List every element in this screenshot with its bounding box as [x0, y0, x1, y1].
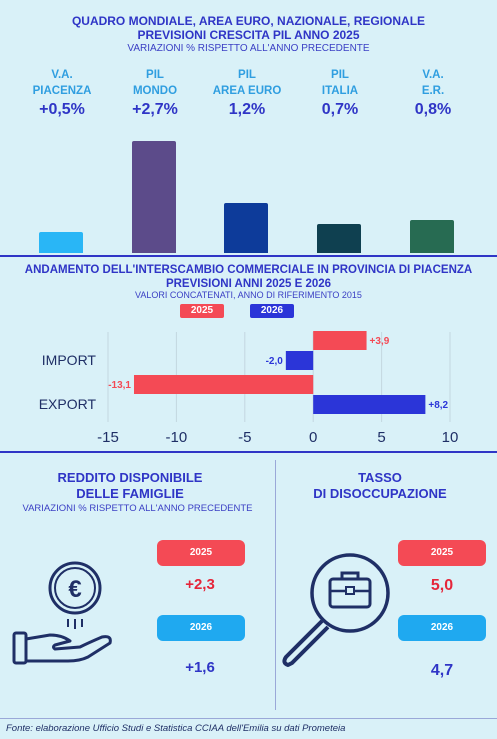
gdp-bar-4 — [410, 219, 454, 253]
income-title: REDDITO DISPONIBILE DELLE FAMIGLIE — [40, 470, 220, 502]
data-label: -2,0 — [266, 356, 284, 367]
gdp-value-4: 0,8% — [414, 101, 452, 118]
section1-title-line2: PREVISIONI CRESCITA PIL ANNO 2025 — [137, 28, 360, 42]
x-tick-label: -15 — [97, 429, 119, 446]
magnifier-briefcase-icon — [282, 553, 390, 667]
income-value-2025: +2,3 — [185, 576, 215, 593]
euro-coin-icon: € — [48, 561, 102, 629]
income-title-line1: REDDITO DISPONIBILE — [57, 470, 203, 485]
gdp-value-3: 0,7% — [321, 101, 359, 118]
footer-divider — [0, 718, 497, 719]
x-tick-label: -10 — [166, 429, 188, 446]
gdp-bar-2 — [224, 203, 268, 253]
trade-bar — [313, 395, 426, 414]
trade-bar — [313, 331, 367, 350]
section1-title: QUADRO MONDIALE, AREA EURO, NAZIONALE, R… — [0, 14, 497, 42]
x-tick-label: 0 — [309, 429, 317, 446]
category-label: EXPORT — [39, 396, 97, 412]
footer-source: Fonte: elaborazione Ufficio Studi e Stat… — [6, 723, 346, 734]
data-label: -13,1 — [108, 380, 131, 391]
income-value-2026: +1,6 — [185, 659, 215, 676]
gdp-label-2: PIL AREA EURO — [212, 69, 282, 97]
gdp-value-1: +2,7% — [132, 101, 178, 118]
gdp-label-4: V.A. E.R. — [421, 69, 445, 97]
gdp-bar-3 — [317, 223, 361, 253]
unemployment-pill-2026: 2026 — [398, 615, 486, 641]
data-label: +8,2 — [428, 400, 448, 411]
x-tick-label: -5 — [238, 429, 251, 446]
gdp-value-0: +0,5% — [39, 101, 85, 118]
unemployment-pill-2025: 2025 — [398, 540, 486, 566]
x-tick-label: 10 — [442, 429, 459, 446]
x-tick-label: 5 — [377, 429, 385, 446]
hand-icon — [12, 631, 112, 665]
section2-title-line1: ANDAMENTO DELL'INTERSCAMBIO COMMERCIALE … — [24, 264, 473, 276]
divider — [0, 451, 497, 453]
section2-title: ANDAMENTO DELL'INTERSCAMBIO COMMERCIALE … — [0, 263, 497, 291]
trade-bar — [285, 351, 314, 370]
vertical-divider — [275, 460, 276, 710]
section1-subtitle: VARIAZIONI % RISPETTO ALL'ANNO PRECEDENT… — [127, 43, 370, 54]
gdp-value-2: 1,2% — [228, 101, 266, 118]
trade-chart: -15 -10 -5 0 5 10 IMPORT EXPORT +3,9 -13,1 -2,0 +8,… — [39, 331, 459, 446]
legend-2026: 2026 — [250, 304, 294, 318]
unemployment-title-line1: TASSO — [358, 470, 402, 485]
gdp-label-1: PIL MONDO — [132, 69, 178, 97]
divider — [0, 255, 497, 257]
gdp-label-0: V.A. PIACENZA — [32, 69, 92, 97]
unemployment-title: TASSO DI DISOCCUPAZIONE — [300, 470, 460, 502]
category-label: IMPORT — [42, 352, 97, 368]
section2-subtitle: VALORI CONCATENATI, ANNO DI RIFERIMENTO … — [135, 290, 362, 300]
data-label: +3,9 — [370, 336, 390, 347]
unemployment-title-line2: DI DISOCCUPAZIONE — [313, 486, 447, 501]
section1-title-line1: QUADRO MONDIALE, AREA EURO, NAZIONALE, R… — [71, 14, 426, 28]
income-title-line2: DELLE FAMIGLIE — [76, 486, 184, 501]
gdp-label-3: PIL ITALIA — [321, 69, 359, 97]
income-pill-2026: 2026 — [157, 615, 245, 641]
unemployment-value-2025: 5,0 — [430, 577, 454, 594]
income-subtitle: VARIAZIONI % RISPETTO ALL'ANNO PRECEDENT… — [22, 503, 253, 514]
gdp-bar-0 — [39, 232, 83, 253]
legend-2025: 2025 — [180, 304, 224, 318]
income-pill-2025: 2025 — [157, 540, 245, 566]
unemployment-value-2026: 4,7 — [430, 662, 454, 679]
section2-title-line2: PREVISIONI ANNI 2025 E 2026 — [165, 278, 332, 290]
trade-bar — [133, 375, 314, 394]
svg-text:€: € — [68, 576, 81, 603]
gdp-bar-1 — [132, 141, 176, 253]
